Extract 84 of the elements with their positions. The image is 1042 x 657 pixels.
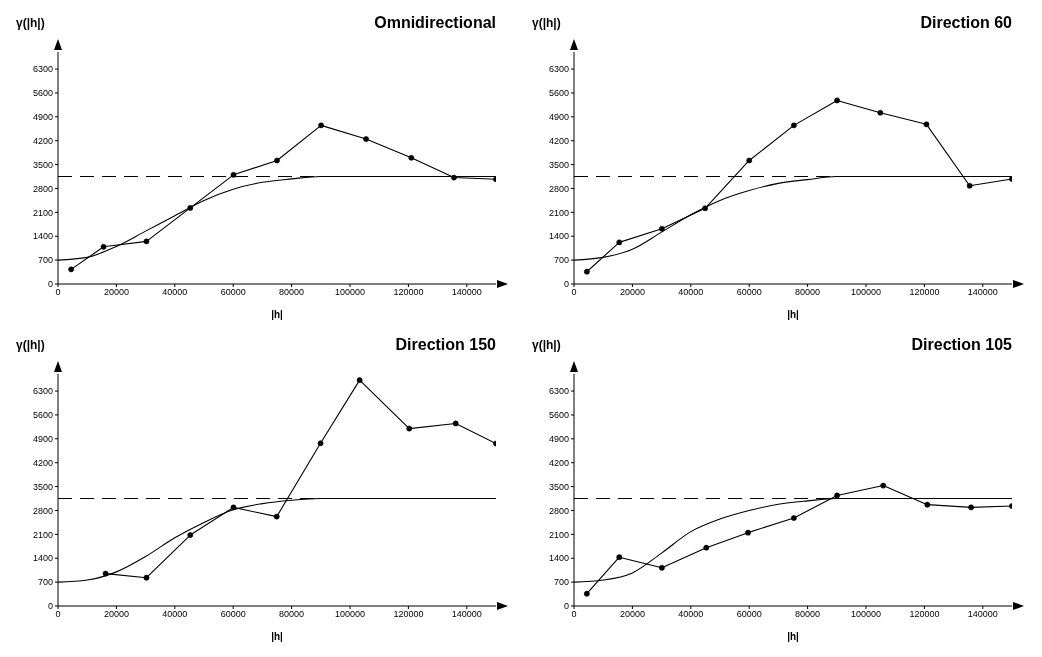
chart-title: Direction 105	[911, 336, 1012, 354]
x-tick-label: 0	[571, 609, 577, 620]
y-tick-label: 5600	[548, 410, 569, 421]
y-tick-label: 4900	[32, 434, 53, 445]
x-tick-label: 100000	[334, 609, 366, 620]
x-tick-label: 20000	[103, 609, 129, 620]
x-tick-label: 40000	[678, 287, 704, 298]
x-tick-label: 120000	[909, 287, 940, 298]
x-tick-label: 100000	[850, 287, 882, 298]
y-tick-label: 3500	[32, 159, 53, 170]
x-tick-label: 120000	[909, 609, 940, 620]
y-tick-label: 2800	[32, 183, 53, 194]
y-tick-label: 3500	[548, 159, 569, 170]
y-tick-label: 1400	[32, 231, 53, 242]
chart-title: Omnidirectional	[374, 14, 496, 32]
y-tick-label: 700	[37, 255, 53, 266]
y-tick-label: 6300	[32, 386, 53, 397]
y-axis-title: γ(|h|)	[16, 338, 45, 352]
y-tick-label: 700	[553, 577, 569, 588]
x-tick-label: 140000	[451, 609, 482, 620]
y-axis-title: γ(|h|)	[16, 16, 45, 30]
x-tick-label: 0	[571, 287, 577, 298]
y-tick-label: 2100	[32, 529, 53, 540]
y-tick-label: 0	[563, 279, 569, 290]
x-tick-label: 80000	[279, 609, 305, 620]
x-tick-label: 60000	[736, 609, 762, 620]
y-tick-label: 0	[47, 279, 53, 290]
x-axis-title: |h|	[787, 309, 800, 320]
x-tick-label: 140000	[967, 287, 998, 298]
y-tick-label: 2100	[32, 207, 53, 218]
x-axis-title: |h|	[787, 631, 800, 642]
y-tick-label: 6300	[32, 64, 53, 75]
x-tick-label: 80000	[795, 287, 821, 298]
chart-title: Direction 60	[920, 14, 1012, 32]
y-axis-title: γ(|h|)	[532, 16, 561, 30]
x-axis-title: |h|	[271, 631, 284, 642]
y-tick-label: 2800	[548, 183, 569, 194]
x-tick-label: 140000	[967, 609, 998, 620]
y-axis-title: γ(|h|)	[532, 338, 561, 352]
y-tick-label: 2100	[548, 529, 569, 540]
y-tick-label: 5600	[32, 88, 53, 99]
y-tick-label: 4200	[32, 135, 53, 146]
x-tick-label: 80000	[279, 287, 305, 298]
x-tick-label: 60000	[736, 287, 762, 298]
x-tick-label: 80000	[795, 609, 821, 620]
y-tick-label: 0	[563, 601, 569, 612]
x-tick-label: 140000	[451, 287, 482, 298]
x-tick-label: 100000	[850, 609, 882, 620]
x-tick-label: 100000	[334, 287, 366, 298]
x-tick-label: 60000	[220, 609, 246, 620]
x-tick-label: 120000	[393, 287, 424, 298]
x-axis-title: |h|	[271, 309, 284, 320]
x-tick-label: 20000	[103, 287, 129, 298]
y-tick-label: 4900	[548, 112, 569, 123]
y-tick-label: 4200	[548, 457, 569, 468]
y-tick-label: 4900	[32, 112, 53, 123]
x-tick-label: 0	[55, 609, 61, 620]
y-tick-label: 3500	[32, 481, 53, 492]
y-tick-label: 700	[37, 577, 53, 588]
y-tick-label: 4900	[548, 434, 569, 445]
y-tick-label: 6300	[548, 64, 569, 75]
x-tick-label: 120000	[393, 609, 424, 620]
chart-title: Direction 150	[395, 336, 496, 354]
y-tick-label: 5600	[32, 410, 53, 421]
y-tick-label: 1400	[32, 553, 53, 564]
y-tick-label: 2100	[548, 207, 569, 218]
x-tick-label: 20000	[619, 287, 645, 298]
y-tick-label: 2800	[32, 505, 53, 516]
y-tick-label: 6300	[548, 386, 569, 397]
y-tick-label: 700	[553, 255, 569, 266]
y-tick-label: 4200	[548, 135, 569, 146]
x-tick-label: 60000	[220, 287, 246, 298]
y-tick-label: 5600	[548, 88, 569, 99]
y-tick-label: 3500	[548, 481, 569, 492]
x-tick-label: 0	[55, 287, 61, 298]
x-tick-label: 40000	[162, 287, 188, 298]
y-tick-label: 1400	[548, 553, 569, 564]
x-tick-label: 40000	[162, 609, 188, 620]
y-tick-label: 4200	[32, 457, 53, 468]
x-tick-label: 20000	[619, 609, 645, 620]
y-tick-label: 0	[47, 601, 53, 612]
y-tick-label: 2800	[548, 505, 569, 516]
x-tick-label: 40000	[678, 609, 704, 620]
y-tick-label: 1400	[548, 231, 569, 242]
